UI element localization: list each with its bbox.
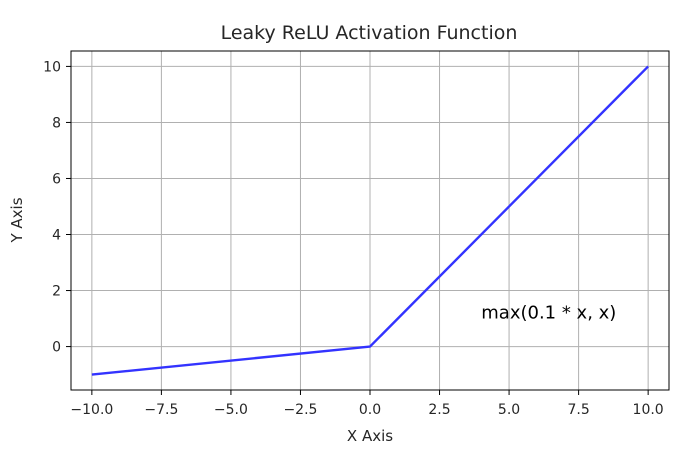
y-tick-label: 10 [43,59,61,75]
y-tick-label: 4 [52,228,61,244]
x-tick-label: 0.0 [359,402,381,418]
y-tick-label: 0 [52,340,61,356]
series-line [91,65,649,376]
series-layer [91,65,649,376]
y-tick-label: 6 [52,171,61,187]
x-axis-label: X Axis [347,427,393,445]
grid [71,51,669,390]
x-tick-label: −5.0 [214,402,248,418]
x-tick-label: 5.0 [498,402,520,418]
x-tick-label: 2.5 [428,402,450,418]
chart-title: Leaky ReLU Activation Function [221,22,518,44]
x-axis-ticks: −10.0 −7.5 −5.0 −2.5 0.0 2.5 5.0 7.5 10.0 [70,390,664,418]
y-tick-label: 2 [52,284,61,300]
x-tick-label: −10.0 [70,402,113,418]
function-annotation: max(0.1 * x, x) [481,303,616,324]
y-axis-ticks: 0 2 4 6 8 10 [43,59,71,356]
x-tick-label: 7.5 [567,402,589,418]
x-tick-label: −7.5 [144,402,178,418]
y-tick-label: 8 [52,115,61,131]
x-tick-label: −2.5 [283,402,317,418]
x-tick-label: 10.0 [633,402,664,418]
y-axis-label: Y Axis [8,197,26,243]
